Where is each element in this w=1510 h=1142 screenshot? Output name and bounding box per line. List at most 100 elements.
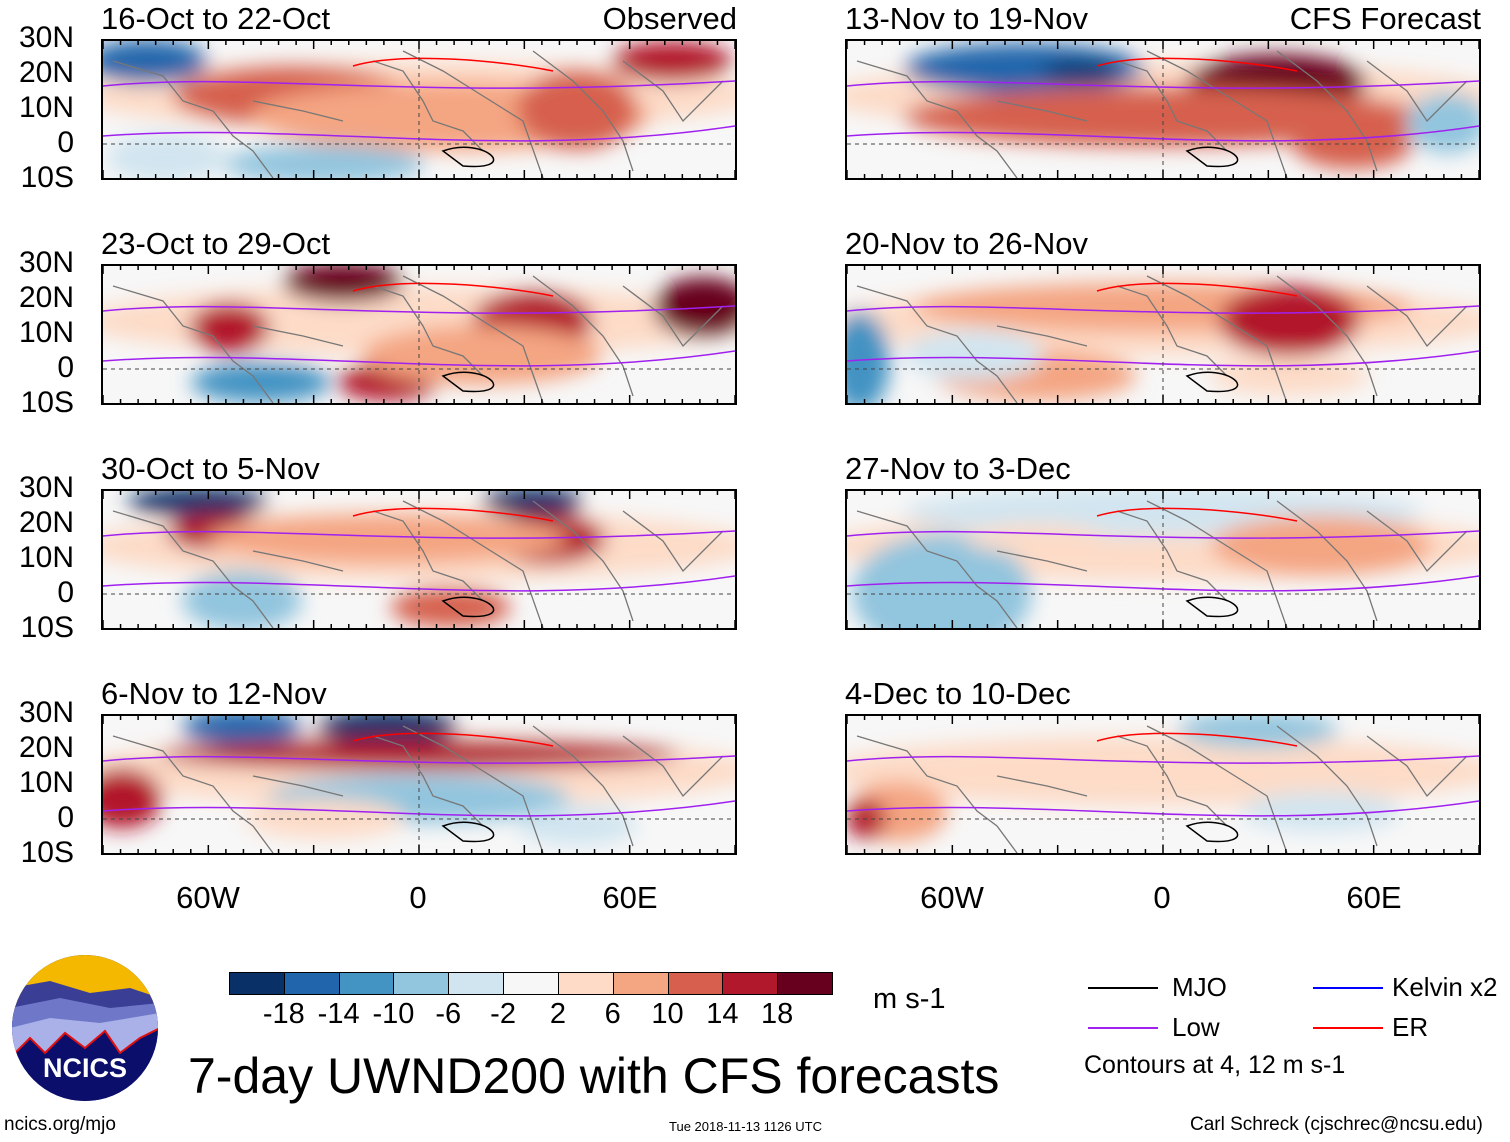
wind-anomaly-region	[207, 513, 568, 564]
contour-line	[441, 596, 495, 618]
contour-line	[103, 800, 735, 817]
panel-title: 23-Oct to 29-Oct	[101, 226, 331, 261]
wind-anomaly-region	[182, 570, 303, 628]
longitude-label: 60W	[176, 880, 240, 915]
colorbar-label: 2	[549, 998, 566, 1030]
map-panel-left-2	[101, 264, 737, 405]
latitude-label: 0	[57, 801, 74, 834]
colorbar-swatch	[393, 972, 450, 995]
longitude-label: 60E	[1346, 880, 1402, 915]
contour-line	[103, 305, 735, 314]
coastline	[856, 500, 1468, 628]
coastline	[112, 50, 724, 178]
colorbar-swatch	[229, 972, 285, 995]
contour-line	[1096, 507, 1298, 522]
latitude-label: 20N	[18, 281, 74, 314]
colorbar-swatch	[283, 972, 340, 995]
latitude-label: 0	[57, 126, 74, 159]
contour-line	[1185, 371, 1239, 393]
wind-anomaly-region	[362, 325, 603, 386]
contour-line	[847, 350, 1479, 367]
contour-line	[847, 125, 1479, 142]
wind-anomaly-region	[966, 523, 1107, 554]
contour-line	[1185, 821, 1239, 843]
latitude-label: 10S	[20, 611, 74, 644]
latitude-label: 30N	[18, 696, 74, 729]
contour-line	[103, 530, 735, 539]
contour-line	[352, 282, 554, 297]
panel-title: 27-Nov to 3-Dec	[845, 451, 1071, 486]
legend-mjo-label: MJO	[1172, 972, 1227, 1002]
longitude-label: 0	[409, 880, 427, 915]
wind-anomaly-region	[1211, 515, 1431, 576]
legend-kelvin-line	[1313, 987, 1383, 989]
map-panel-left-3	[101, 489, 737, 630]
latitude-label: 30N	[18, 246, 74, 279]
legend-er-line	[1313, 1027, 1383, 1029]
latitude-label: 10N	[18, 766, 74, 799]
contour-line	[352, 507, 554, 522]
wind-anomaly-region	[224, 144, 425, 178]
contour-line	[1185, 596, 1239, 618]
wind-anomaly-region	[191, 362, 331, 403]
legend-low-label: Low	[1172, 1012, 1220, 1042]
legend-kelvin-label: Kelvin x2	[1392, 972, 1498, 1002]
colorbar-label: -10	[372, 998, 415, 1030]
contour-line	[103, 350, 735, 367]
contour-line	[847, 530, 1479, 539]
colorbar-swatch	[612, 972, 669, 995]
latitude-label: 0	[57, 351, 74, 384]
contour-line	[1185, 146, 1239, 168]
coastline	[112, 725, 724, 853]
contour-line	[1096, 282, 1298, 297]
colorbar-label: 10	[651, 998, 684, 1030]
panel-title: 4-Dec to 10-Dec	[845, 676, 1071, 711]
latitude-label: 10N	[18, 316, 74, 349]
colorbar-swatch	[667, 972, 724, 995]
contour-line	[441, 821, 495, 843]
panel-title: 20-Nov to 26-Nov	[845, 226, 1088, 261]
contour-line	[847, 305, 1479, 314]
longitude-label: 60W	[920, 880, 984, 915]
contour-line	[103, 575, 735, 592]
latitude-label: 20N	[18, 56, 74, 89]
contour-line	[847, 755, 1479, 764]
map-panel-left-4	[101, 714, 737, 855]
colorbar-label: -14	[317, 998, 360, 1030]
wind-anomaly-region	[244, 798, 405, 839]
colorbar-swatch	[448, 972, 505, 995]
coastline	[112, 275, 724, 403]
contour-line	[352, 57, 554, 72]
colorbar-units: m s-1	[873, 983, 946, 1015]
latitude-label: 0	[57, 576, 74, 609]
colorbar-label: 18	[761, 998, 794, 1030]
footer-author: Carl Schreck (cjschrec@ncsu.edu)	[1190, 1114, 1483, 1135]
latitude-label: 30N	[18, 471, 74, 504]
colorbar-label: -2	[490, 998, 516, 1030]
latitude-label: 10N	[18, 541, 74, 574]
figure-title: 7-day UWND200 with CFS forecasts	[188, 1048, 1000, 1104]
panel-tag: Observed	[602, 1, 737, 36]
latitude-label: 10S	[20, 161, 74, 194]
coastline	[856, 50, 1468, 178]
latitude-label: 20N	[18, 506, 74, 539]
latitude-label: 10S	[20, 386, 74, 419]
colorbar-swatch	[338, 972, 395, 995]
contour-note: Contours at 4, 12 m s-1	[1084, 1051, 1346, 1079]
contour-line	[103, 80, 735, 89]
colorbar-swatch	[503, 972, 559, 995]
colorbar-label: -6	[435, 998, 462, 1030]
contour-line	[352, 732, 554, 747]
panel-title: 6-Nov to 12-Nov	[101, 676, 327, 711]
map-panel-right-4	[845, 714, 1481, 855]
map-panel-right-2	[845, 264, 1481, 405]
longitude-label: 0	[1153, 880, 1171, 915]
wind-anomaly-region	[903, 330, 1044, 381]
footer-url[interactable]: ncics.org/mjo	[4, 1114, 116, 1135]
colorbar-swatch	[777, 972, 833, 995]
contour-line	[441, 146, 495, 168]
logo-text: NCICS	[43, 1053, 127, 1083]
wind-anomaly-region	[851, 533, 1032, 628]
legend-er-label: ER	[1392, 1012, 1429, 1042]
latitude-label: 10S	[20, 836, 74, 869]
